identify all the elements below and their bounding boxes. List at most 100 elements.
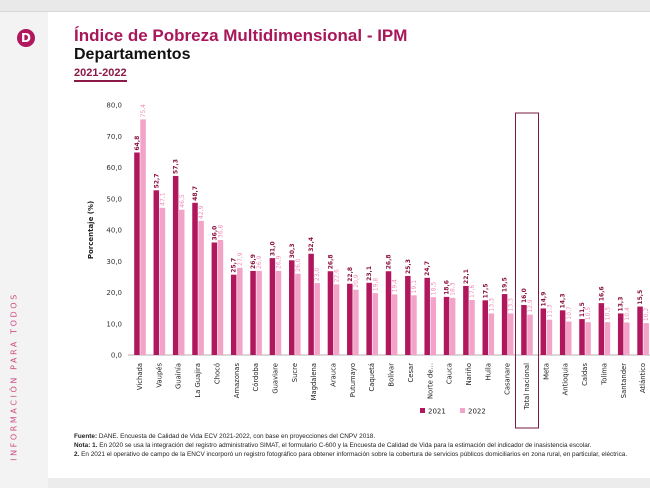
bar-2022 (295, 273, 301, 355)
data-label: 27,9 (237, 252, 244, 266)
data-label: 18,5 (430, 282, 437, 296)
bar-2022 (430, 297, 437, 355)
note-1: Nota: 1. En 2020 se usa la integración d… (74, 442, 592, 449)
data-label: 18,3 (450, 282, 457, 296)
bar-2022 (353, 289, 359, 355)
y-tick-label: 50,0 (106, 195, 122, 203)
data-label: 19,1 (411, 280, 418, 294)
data-label: 64,8 (134, 136, 141, 151)
x-tick-label: Bolívar (388, 363, 396, 387)
data-label: 23,1 (366, 266, 373, 281)
x-tick-label: Córdoba (252, 363, 260, 392)
dane-logo: D (17, 29, 35, 47)
data-label: 75,4 (140, 104, 147, 118)
data-label: 22,8 (347, 267, 354, 282)
legend-label: 2022 (468, 408, 486, 416)
bar-2021 (308, 253, 314, 355)
page-title: Índice de Pobreza Multidimensional - IPM (74, 26, 408, 45)
x-tick-label: Meta (542, 363, 550, 380)
bar-2022 (179, 209, 185, 355)
data-label: 47,1 (159, 192, 166, 206)
y-tick-label: 80,0 (106, 102, 122, 110)
bar-2021 (463, 285, 469, 355)
bar-2021 (637, 306, 643, 355)
data-label: 15,5 (637, 290, 644, 305)
data-label: 13,3 (508, 298, 515, 312)
data-label: 10,7 (566, 306, 573, 320)
data-label: 10,5 (585, 307, 592, 321)
bar-2021 (153, 190, 160, 355)
bar-2022 (643, 323, 649, 355)
data-label: 23,0 (314, 268, 321, 282)
x-tick-label: Norte de... (426, 363, 434, 399)
note-2: 2. En 2021 el operativo de campo de la E… (74, 451, 628, 458)
bar-2021 (443, 296, 450, 355)
bar-2022 (198, 220, 204, 355)
x-tick-label: Cesar (407, 363, 415, 383)
x-tick-label: Antioquia (562, 363, 570, 395)
x-tick-label: Magdalena (310, 363, 318, 400)
data-label: 17,5 (482, 284, 489, 299)
data-label: 52,7 (153, 174, 160, 189)
data-label: 25,3 (405, 259, 412, 274)
x-tick-label: Sucre (291, 363, 299, 382)
bar-2022 (333, 284, 340, 355)
data-label: 17,6 (469, 284, 476, 298)
bar-2021 (617, 313, 624, 355)
bar-2021 (211, 242, 218, 355)
x-tick-label: Huila (484, 363, 492, 380)
bar-2021 (134, 152, 140, 355)
bar-2022 (159, 207, 166, 355)
data-label: 26,9 (276, 255, 283, 269)
bar-2022 (256, 270, 262, 355)
x-tick-label: Atlántico (639, 363, 647, 393)
x-tick-label: Vaupés (155, 363, 163, 388)
data-label: 19,4 (392, 279, 399, 293)
bar-2022 (585, 322, 591, 355)
bar-2022 (217, 240, 224, 355)
bar-2022 (469, 300, 475, 355)
data-label: 22,6 (334, 269, 341, 283)
bar-2021 (250, 270, 256, 355)
x-tick-label: Santander (620, 363, 628, 398)
data-label: 48,7 (192, 186, 199, 201)
sidebar (0, 12, 48, 488)
x-tick-label: Caldas (581, 363, 589, 386)
bar-2021 (559, 310, 566, 355)
data-label: 36,0 (211, 226, 218, 241)
data-label: 26,0 (295, 258, 302, 272)
bar-2021 (405, 275, 411, 355)
x-tick-label: Arauca (330, 363, 338, 387)
x-tick-label: Amazonas (233, 363, 241, 399)
bar-2022 (237, 267, 243, 355)
y-tick-label: 60,0 (106, 164, 122, 172)
bar-2021 (521, 305, 527, 355)
period-label: 2021-2022 (74, 67, 127, 82)
data-label: 12,9 (527, 299, 534, 313)
data-label: 13,3 (618, 297, 625, 312)
data-label: 19,5 (502, 277, 509, 292)
x-tick-label: Cauca (446, 363, 454, 384)
data-label: 16,0 (521, 288, 528, 303)
data-label: 20,9 (353, 274, 360, 288)
bar-2021 (172, 175, 179, 355)
data-label: 22,1 (463, 269, 470, 284)
x-tick-label: Chocó (213, 363, 221, 384)
bar-2021 (579, 319, 585, 355)
data-label: 10,4 (624, 307, 631, 321)
data-label: 11,3 (546, 304, 553, 318)
x-tick-label: Tolima (600, 363, 608, 386)
x-tick-label: Guainía (175, 363, 183, 389)
y-tick-label: 70,0 (106, 133, 122, 141)
data-label: 16,6 (598, 286, 605, 301)
data-label: 30,3 (289, 244, 296, 259)
data-label: 42,9 (198, 205, 205, 219)
bar-2022 (624, 322, 630, 355)
bar-2022 (546, 319, 553, 355)
top-bar (0, 0, 650, 12)
source-note: Fuente: DANE. Encuesta de Calidad de Vid… (74, 433, 376, 440)
bar-2021 (424, 277, 430, 355)
page-subtitle: Departamentos (74, 46, 191, 63)
footnotes: Fuente: DANE. Encuesta de Calidad de Vid… (74, 432, 650, 459)
data-label: 36,8 (217, 224, 224, 238)
